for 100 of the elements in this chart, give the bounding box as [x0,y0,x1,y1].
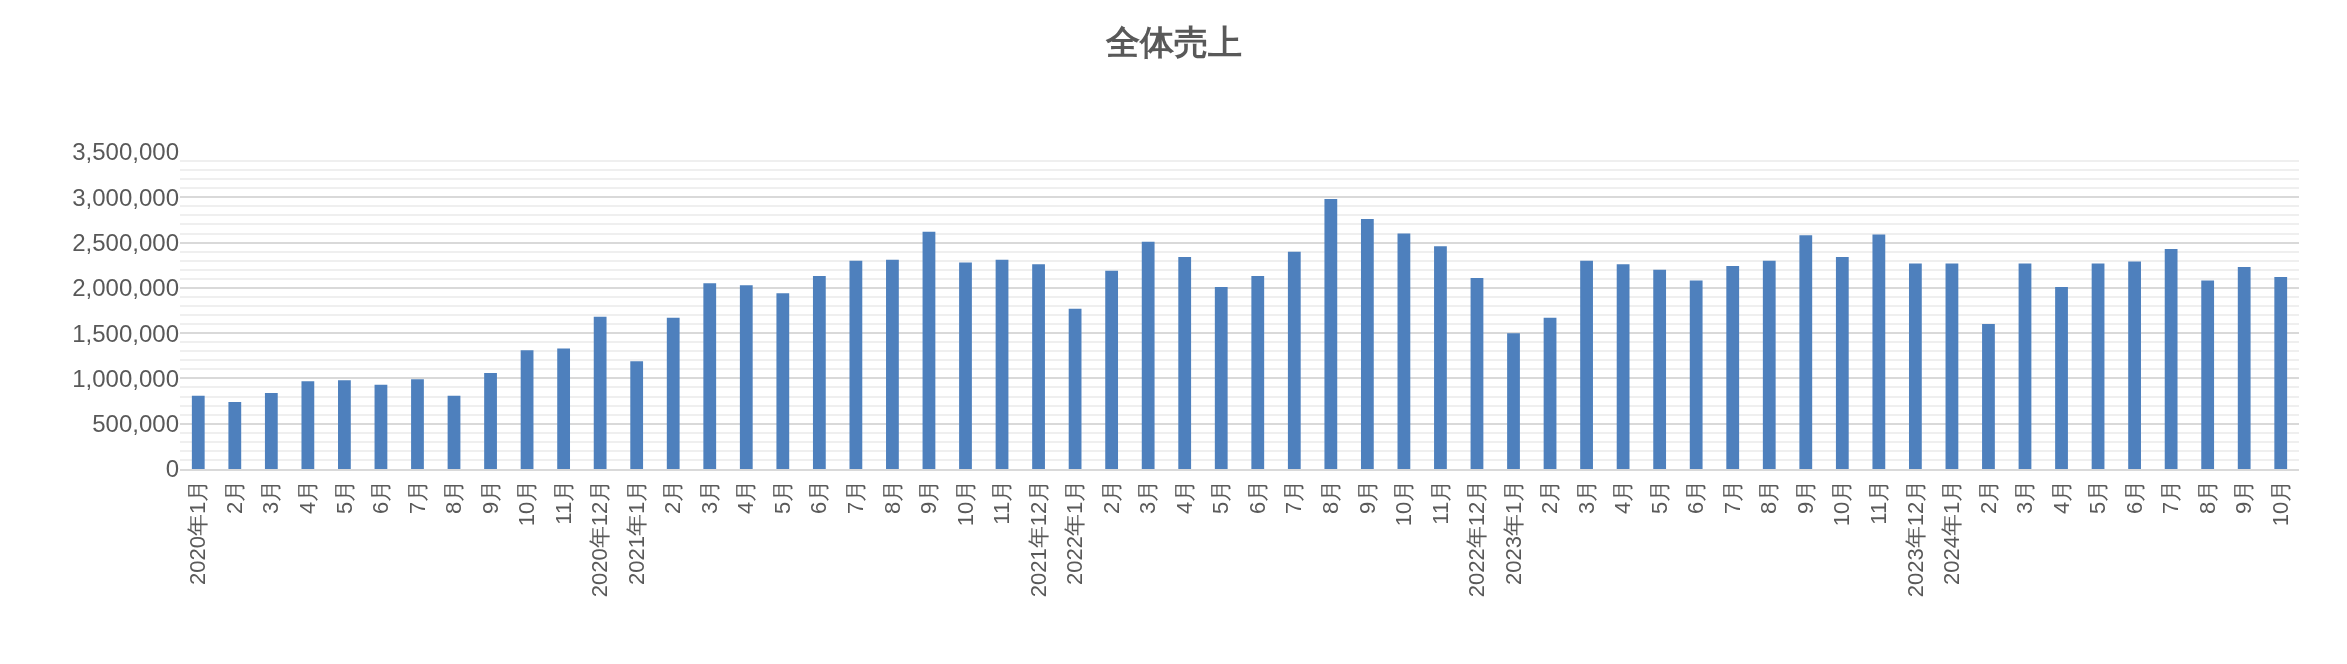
bar [666,317,680,469]
bar [1068,308,1082,469]
x-tick-label: 5月 [1646,479,1672,515]
bar [1580,260,1593,469]
bar [2164,248,2178,469]
x-tick-label: 10月 [1391,479,1417,527]
bar [2237,267,2251,469]
x-tick-label: 4月 [1610,479,1636,515]
x-tick-label: 4月 [733,479,759,515]
bar [2128,261,2141,469]
bar [1726,266,1740,469]
bar [703,283,717,469]
bar [995,259,1009,469]
x-tick-label: 11月 [1866,479,1891,525]
bar [301,381,315,469]
bar [1507,333,1520,469]
bar [1799,235,1813,469]
x-tick-label: 2024年1月 [1939,479,1965,585]
x-tick-label: 8月 [1756,479,1782,515]
x-tick-label: 4月 [295,479,321,515]
x-tick-label: 7月 [1719,479,1745,515]
x-tick-label: 2023年12月 [1902,479,1928,598]
y-tick-label: 500,000 [92,410,179,438]
bar [228,401,242,469]
x-tick-label: 3月 [1135,479,1161,515]
x-tick-label: 9月 [477,479,503,515]
bar [593,316,607,469]
x-tick-label: 10月 [1829,479,1855,527]
bar [2091,263,2105,469]
y-tick-label: 1,500,000 [72,319,179,347]
bar [1982,324,1995,469]
bar [1835,257,1849,469]
bar [191,395,205,469]
bar [1397,233,1411,469]
y-tick-label: 0 [165,455,179,483]
bar [374,384,388,469]
x-tick-label: 3月 [696,479,722,515]
x-tick-label: 5月 [331,479,357,515]
x-tick-label: 6月 [1683,479,1709,515]
x-tick-label: 7月 [2158,479,2184,515]
y-tick-label: 2,500,000 [72,228,179,256]
y-tick-label: 1,000,000 [72,364,179,392]
x-tick-label: 2月 [660,479,686,515]
x-tick-label: 9月 [1792,479,1818,515]
bar [484,372,497,469]
x-tick-label: 7月 [1281,479,1307,515]
bar [2018,263,2032,469]
bar [886,259,899,469]
bar [1872,234,1886,469]
bar [1287,251,1301,469]
x-tick-label: 2021年12月 [1025,479,1051,598]
bar [1251,276,1265,469]
x-tick-label: 4月 [2048,479,2074,515]
x-tick-label: 5月 [2085,479,2111,515]
x-tick-label: 6月 [2121,479,2147,515]
bar [2201,280,2215,469]
x-tick-label: 3月 [258,479,284,515]
x-tick-label: 2月 [1975,479,2001,515]
bar [1689,280,1703,469]
x-tick-label: 2022年1月 [1062,479,1088,585]
bar [1616,264,1630,469]
bar [1762,260,1776,469]
bar [922,231,936,469]
x-tick-label: 2021年1月 [623,479,649,585]
x-tick-label: 10月 [514,479,540,527]
x-tick-label: 6月 [806,479,832,515]
x-tick-label: 5月 [1208,479,1234,515]
bar [2274,276,2288,469]
bar [849,260,863,469]
bar [520,350,534,469]
x-tick-label: 9月 [916,479,942,515]
x-tick-label: 4月 [1171,479,1197,515]
x-tick-label: 2月 [1098,479,1124,515]
x-tick-label: 8月 [879,479,905,515]
bar [1360,219,1374,469]
x-tick-label: 2月 [221,479,247,515]
bar [812,276,826,469]
x-tick-label: 10月 [952,479,978,527]
bar [739,285,753,469]
bar [1214,286,1228,469]
x-tick-label: 11月 [989,479,1015,525]
bar [1908,263,1922,469]
bar [447,395,461,469]
x-tick-label: 11月 [1427,479,1453,525]
bar [1141,241,1155,469]
bar [264,392,278,469]
bar [557,348,571,469]
x-tick-label: 2022年12月 [1464,479,1490,598]
x-tick-label: 6月 [368,479,394,515]
y-tick-label: 3,000,000 [72,183,179,211]
x-tick-label: 6月 [1244,479,1270,515]
bar [1470,277,1484,469]
bar [630,361,644,469]
bar [1543,317,1557,469]
y-tick-label: 2,000,000 [72,274,179,302]
bar [1434,246,1447,469]
x-tick-label: 11月 [550,479,576,525]
x-tick-label: 2020年12月 [587,479,613,598]
bar [1324,199,1338,469]
chart-title: 全体売上 [1104,22,1242,61]
